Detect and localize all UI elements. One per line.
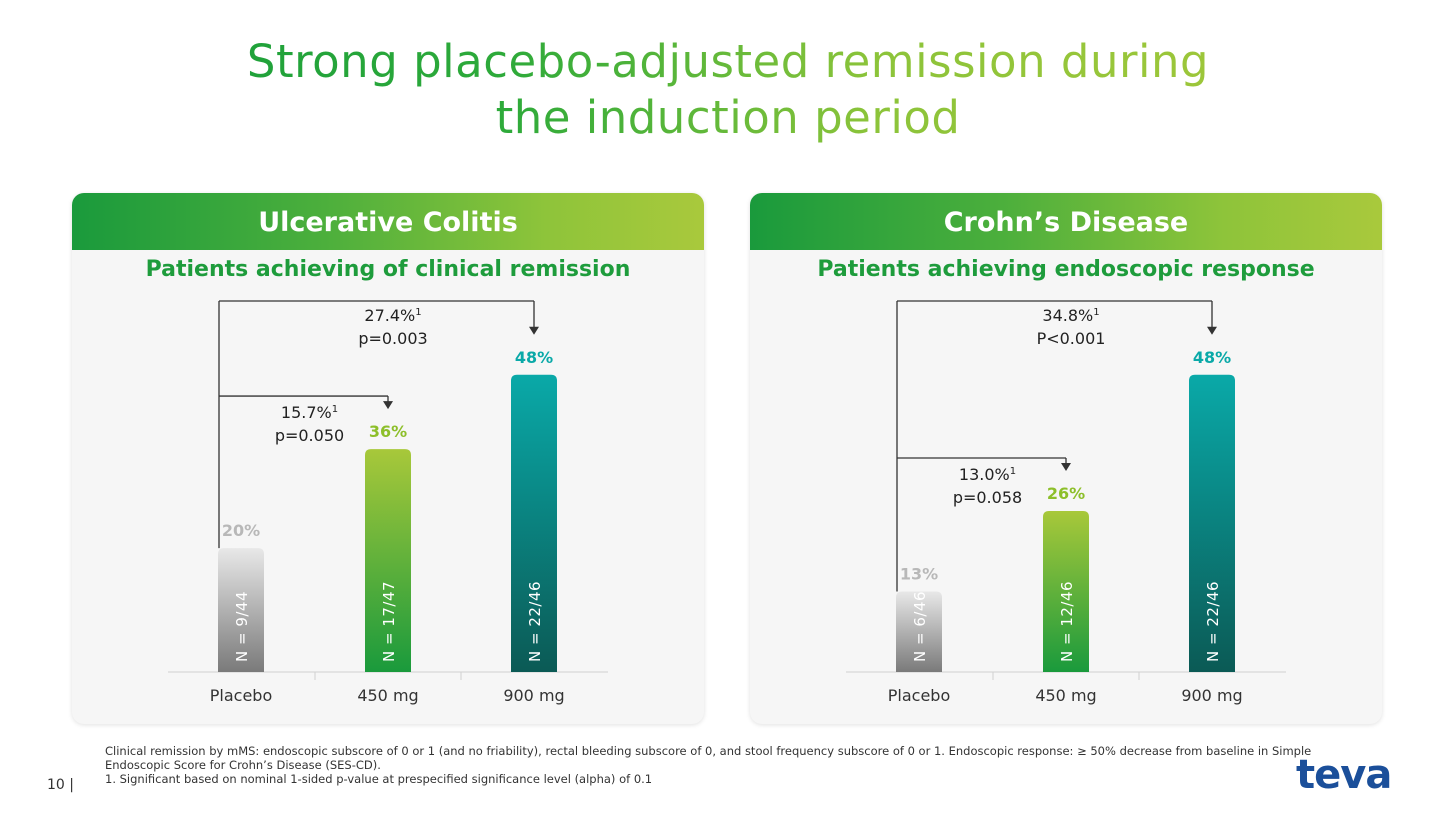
comparison-p-label: p=0.050 xyxy=(275,426,344,445)
slide-title-line2: the induction period xyxy=(495,91,961,144)
bar-450-mg xyxy=(1043,511,1089,672)
comparison-footnote-mark: 1 xyxy=(1093,307,1099,318)
bar-900-mg xyxy=(511,374,557,672)
chart-title: Patients achieving of clinical remission xyxy=(145,257,631,282)
page-number: 10 | xyxy=(47,777,74,793)
bar-value-label: 36% xyxy=(369,422,407,441)
bar-n-label: N = 12/46 xyxy=(1058,581,1076,662)
bar-n-label: N = 22/46 xyxy=(1204,581,1222,662)
comparison-arrow-head xyxy=(1207,326,1217,335)
panel-ulcerative-colitis: Ulcerative Colitis Patients achieving of… xyxy=(72,193,704,724)
bar-n-label: N = 17/47 xyxy=(380,581,398,662)
comparison-arrow-head xyxy=(529,326,539,335)
bar-n-label: N = 6/46 xyxy=(911,591,929,662)
uc-bar-chart: 20% N = 9/44 Placebo 36% N = 17/47 450 mg 48% N… xyxy=(168,300,608,705)
cd-bar-chart: 13% N = 6/46 Placebo 26% N = 12/46 450 mg 48% N… xyxy=(846,300,1286,705)
comparison-footnote-mark: 1 xyxy=(415,307,421,318)
footnote-definitions: Clinical remission by mMS: endoscopic su… xyxy=(105,744,1312,772)
comparison-footnote-mark: 1 xyxy=(332,404,338,415)
bar-n-label: N = 22/46 xyxy=(526,581,544,662)
teva-logo: teva xyxy=(1296,752,1392,798)
bar-n-label: N = 9/44 xyxy=(233,591,251,662)
panel-title: Ulcerative Colitis xyxy=(72,193,704,250)
slide-title: Strong placebo-adjusted remission during… xyxy=(0,34,1456,146)
comparison-footnote-mark: 1 xyxy=(1010,466,1016,477)
bar-value-label: 48% xyxy=(1193,348,1231,367)
chart-title: Patients achieving endoscopic response xyxy=(817,257,1315,282)
footnote-significance: 1. Significant based on nominal 1-sided … xyxy=(105,772,653,786)
x-tick-label: Placebo xyxy=(210,686,272,705)
comparison-diff-label: 15.7%1 xyxy=(281,403,338,422)
bar-value-label: 13% xyxy=(900,565,938,584)
bar-placebo xyxy=(218,548,264,672)
x-tick-label: 450 mg xyxy=(357,686,418,705)
x-tick-label: 900 mg xyxy=(503,686,564,705)
slide-title-line1: Strong placebo-adjusted remission during xyxy=(246,35,1210,88)
bar-900-mg xyxy=(1189,374,1235,672)
comparison-p-label: p=0.003 xyxy=(358,329,427,348)
bar-value-label: 20% xyxy=(222,521,260,540)
bar-value-label: 48% xyxy=(515,348,553,367)
comparison-arrow-head xyxy=(383,401,393,410)
bar-value-label: 26% xyxy=(1047,484,1085,503)
panel-title: Crohn’s Disease xyxy=(750,193,1382,250)
x-tick-label: Placebo xyxy=(888,686,950,705)
bar-placebo xyxy=(896,591,942,672)
comparison-diff-label: 27.4%1 xyxy=(364,306,421,325)
comparison-p-label: p=0.058 xyxy=(953,488,1022,507)
comparison-diff-label: 13.0%1 xyxy=(959,465,1016,484)
footnotes: Clinical remission by mMS: endoscopic su… xyxy=(105,744,1325,786)
x-tick-label: 900 mg xyxy=(1181,686,1242,705)
panel-crohns-disease: Crohn’s Disease Patients achieving endos… xyxy=(750,193,1382,724)
comparison-p-label: P<0.001 xyxy=(1037,329,1106,348)
comparison-diff-label: 34.8%1 xyxy=(1042,306,1099,325)
x-tick-label: 450 mg xyxy=(1035,686,1096,705)
bar-450-mg xyxy=(365,449,411,672)
comparison-arrow-head xyxy=(1061,463,1071,471)
